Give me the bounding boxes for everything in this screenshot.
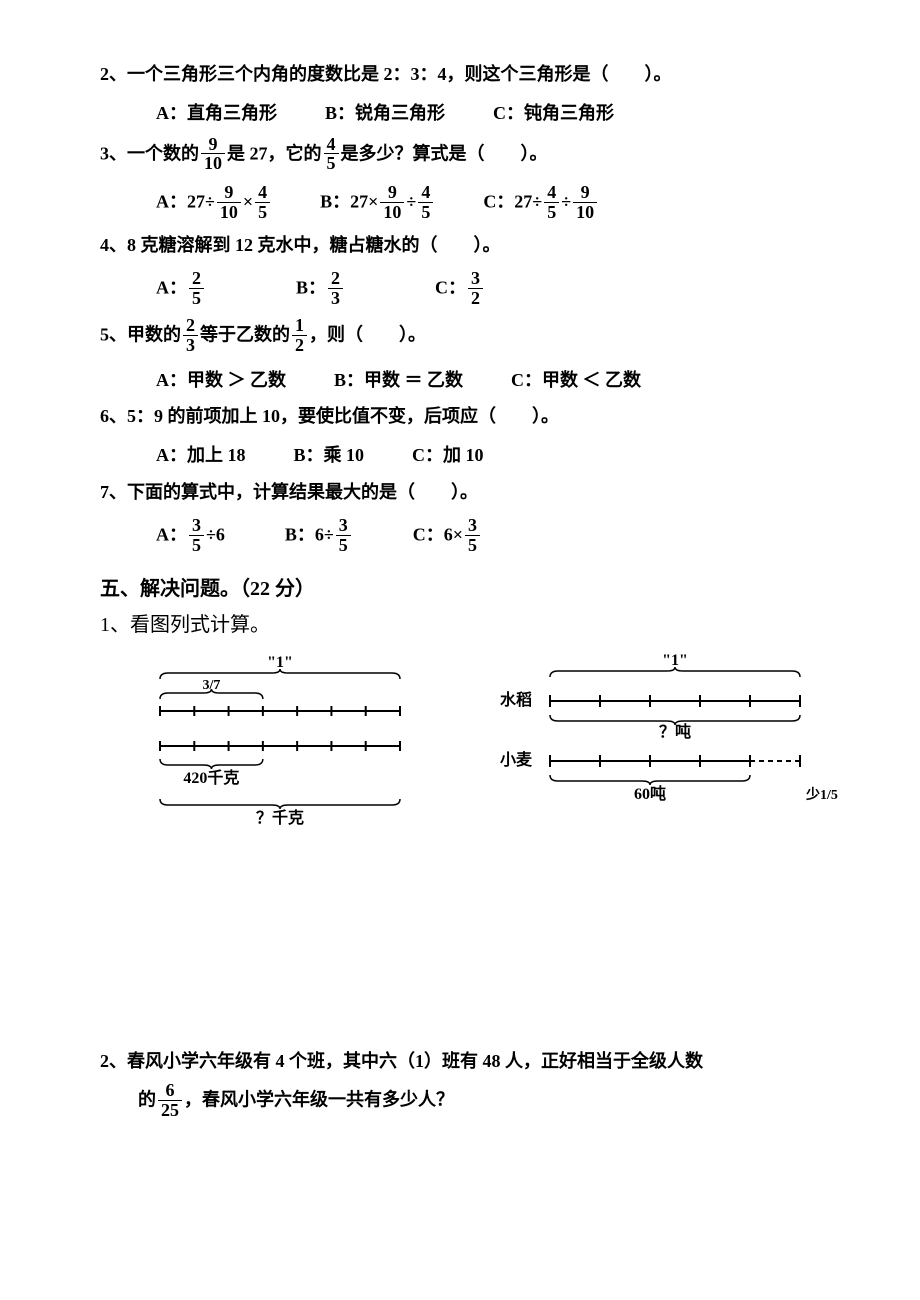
question-2: 2、一个三角形三个内角的度数比是 2：3：4，则这个三角形是（ ）。 xyxy=(100,60,820,89)
svg-text:？千克: ？千克 xyxy=(256,808,304,827)
svg-text:？吨: ？吨 xyxy=(659,722,691,741)
diagram-left: "1" 3/7 420千克 ？千克 xyxy=(130,651,450,841)
q3-opt-a: A：27÷910×45 xyxy=(156,184,272,223)
section-5-sub1: 1、看图列式计算。 xyxy=(100,609,820,641)
q2-number: 2、 xyxy=(100,64,127,84)
svg-text:60吨: 60吨 xyxy=(634,784,666,803)
svg-text:"1": "1" xyxy=(662,652,688,669)
q5-frac1: 23 xyxy=(183,316,198,355)
question-3: 3、一个数的910是 27，它的45是多少？算式是（ ）。 xyxy=(100,136,820,175)
q3-t2: 是 27，它的 xyxy=(227,143,322,163)
q3-t1: 一个数的 xyxy=(127,143,199,163)
q3-frac1: 910 xyxy=(201,135,225,174)
q7-opt-a: A：35÷6 xyxy=(156,517,225,556)
q6-opt-b: B：乘 10 xyxy=(294,441,365,470)
q6-options: A：加上 18 B：乘 10 C：加 10 xyxy=(100,441,820,470)
q5-opt-c: C：甲数 ＜ 乙数 xyxy=(511,366,641,395)
q2-opt-b: B：锐角三角形 xyxy=(325,99,445,128)
q3-options: A：27÷910×45 B：27×910÷45 C：27÷45÷910 xyxy=(100,184,820,223)
q5-frac2: 12 xyxy=(292,316,307,355)
section5-q2-line2: 的625，春风小学六年级一共有多少人？ xyxy=(100,1082,820,1121)
q7-opt-b: B：6÷35 xyxy=(285,517,353,556)
q7-options: A：35÷6 B：6÷35 C：6×35 xyxy=(100,517,820,556)
q3-number: 3、 xyxy=(100,143,127,163)
q3-opt-b: B：27×910÷45 xyxy=(320,184,435,223)
q5-opt-b: B：甲数 ＝ 乙数 xyxy=(334,366,463,395)
q3-frac2: 45 xyxy=(324,135,339,174)
diagram-right: "1" 水稻 ？吨小麦 60吨 少1/5 xyxy=(490,651,850,841)
question-7: 7、下面的算式中，计算结果最大的是（ ）。 xyxy=(100,478,820,507)
q4-options: A：25 B：23 C：32 xyxy=(100,270,820,309)
svg-text:"1": "1" xyxy=(267,654,293,671)
q4-number: 4、 xyxy=(100,235,127,255)
q4-text: 8 克糖溶解到 12 克水中，糖占糖水的（ ）。 xyxy=(127,235,501,255)
q2-opt-a: A：直角三角形 xyxy=(156,99,277,128)
diagrams-row: "1"3/7420千克？千克 "1"水稻？吨小麦60吨少1/5 xyxy=(130,651,820,841)
q7-opt-c: C：6×35 xyxy=(413,517,482,556)
question-6: 6、5：9 的前项加上 10，要使比值不变，后项应（ ）。 xyxy=(100,402,820,431)
q5-number: 5、 xyxy=(100,324,127,344)
q2-text: 一个三角形三个内角的度数比是 2：3：4，则这个三角形是（ ）。 xyxy=(127,64,672,84)
section-5-title: 五、解决问题。（22 分） xyxy=(100,573,820,605)
blank-answer-space xyxy=(100,841,820,1041)
q4-opt-c: C：32 xyxy=(435,270,485,309)
q5-2-frac: 625 xyxy=(158,1081,182,1120)
q2-options: A：直角三角形 B：锐角三角形 C：钝角三角形 xyxy=(100,99,820,128)
q4-opt-a: A：25 xyxy=(156,270,206,309)
q5-opt-a: A：甲数 ＞ 乙数 xyxy=(156,366,286,395)
q6-opt-a: A：加上 18 xyxy=(156,441,246,470)
q6-opt-c: C：加 10 xyxy=(412,441,484,470)
svg-text:小麦: 小麦 xyxy=(500,751,533,769)
q3-t3: 是多少？算式是（ ）。 xyxy=(341,143,548,163)
svg-text:少1/5: 少1/5 xyxy=(805,786,838,803)
question-5: 5、甲数的23等于乙数的12，则（ ）。 xyxy=(100,317,820,356)
svg-text:水稻: 水稻 xyxy=(500,690,532,709)
section5-q2-line1: 2、春风小学六年级有 4 个班，其中六（1）班有 48 人，正好相当于全级人数 xyxy=(100,1047,820,1076)
q4-opt-b: B：23 xyxy=(296,270,345,309)
q2-opt-c: C：钝角三角形 xyxy=(493,99,614,128)
q5-options: A：甲数 ＞ 乙数 B：甲数 ＝ 乙数 C：甲数 ＜ 乙数 xyxy=(100,366,820,395)
q3-opt-c: C：27÷45÷910 xyxy=(483,184,599,223)
svg-text:3/7: 3/7 xyxy=(202,678,220,693)
svg-text:420千克: 420千克 xyxy=(183,768,239,787)
question-4: 4、8 克糖溶解到 12 克水中，糖占糖水的（ ）。 xyxy=(100,231,820,260)
